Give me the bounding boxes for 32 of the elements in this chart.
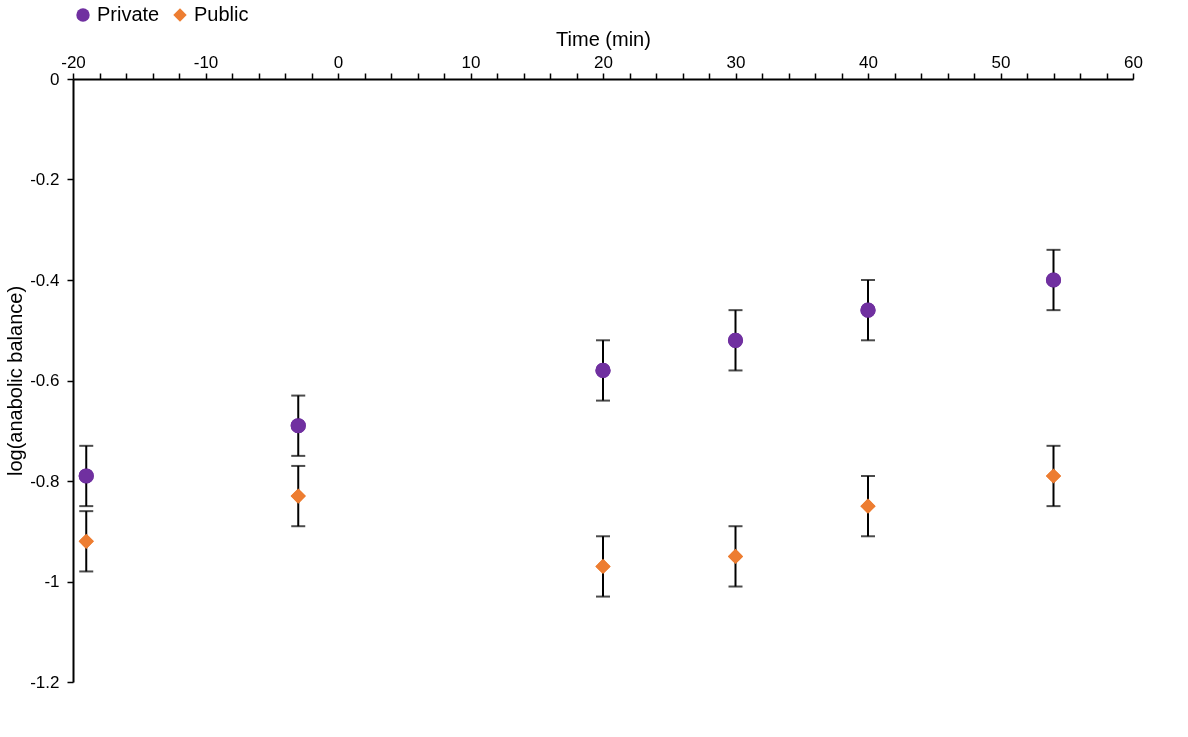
- y-axis-title: log(anabolic balance): [4, 285, 27, 477]
- point: [860, 302, 876, 318]
- x-tick-label: -10: [193, 52, 219, 72]
- point: [595, 362, 611, 379]
- y-tick-label: -0.6: [30, 371, 60, 390]
- x-tick-label: 0: [333, 52, 344, 72]
- point: [78, 468, 94, 484]
- point: [860, 498, 876, 514]
- point: [290, 488, 306, 504]
- x-tick-label: 30: [726, 52, 746, 72]
- y-tick-label: -0.8: [30, 471, 60, 491]
- point: [78, 533, 94, 549]
- legend-label: Public: [194, 3, 249, 25]
- x-tick-label: 50: [991, 52, 1011, 72]
- y-tick-label: -0.2: [30, 170, 60, 189]
- point: [727, 548, 744, 564]
- y-tick-label: -0.4: [30, 270, 60, 290]
- x-tick-label: -20: [61, 52, 86, 72]
- x-tick-label: 20: [594, 52, 613, 72]
- x-tick-label: 40: [859, 52, 878, 72]
- point: [1045, 272, 1062, 288]
- x-tick-label: 60: [1124, 52, 1143, 72]
- x-tick-label: 10: [461, 52, 481, 72]
- y-tick-label: -1: [44, 572, 60, 591]
- point: [595, 558, 611, 575]
- point: [290, 418, 306, 434]
- point: [1045, 468, 1062, 484]
- legend-label: Private: [97, 3, 160, 25]
- y-tick-label: 0: [50, 69, 60, 89]
- y-tick-label: -1.2: [30, 672, 60, 692]
- x-axis-title: Time (min): [556, 27, 651, 50]
- point: [727, 332, 744, 348]
